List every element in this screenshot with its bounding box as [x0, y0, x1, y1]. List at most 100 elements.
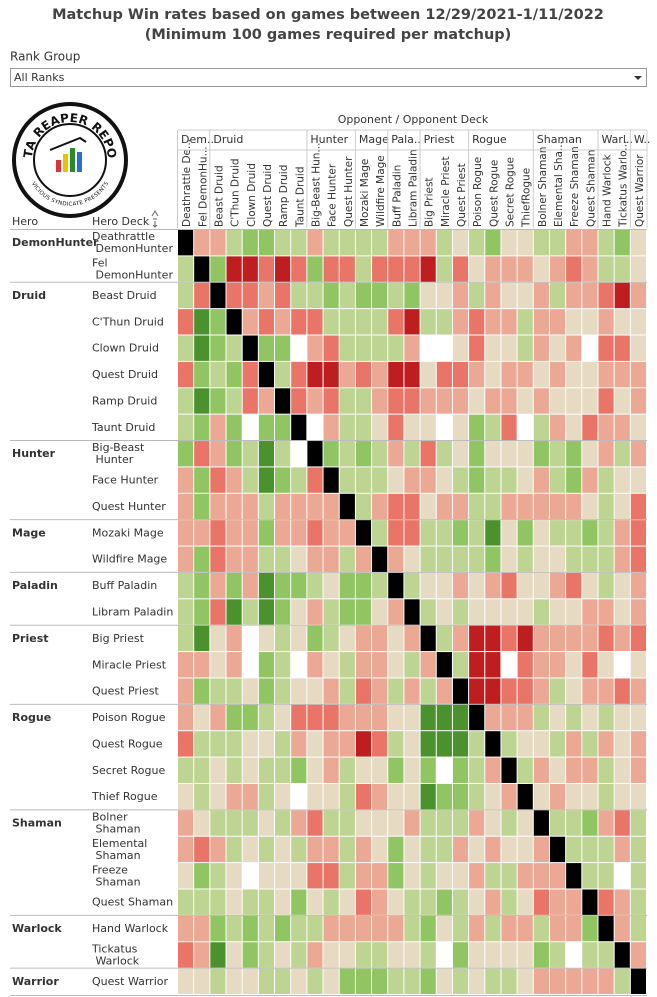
cell — [533, 889, 549, 915]
empty-cell — [242, 863, 258, 889]
cell — [452, 441, 469, 467]
cell — [258, 546, 275, 572]
cell — [307, 757, 323, 783]
cell — [517, 441, 533, 467]
empty-cell — [517, 414, 533, 441]
empty-cell — [307, 414, 323, 441]
deck-label-line: Shaman — [92, 875, 141, 888]
cell — [226, 915, 242, 942]
cell — [517, 757, 533, 783]
cell — [194, 546, 210, 572]
cell — [517, 493, 533, 520]
cell — [355, 388, 372, 414]
cell — [210, 335, 226, 361]
cell — [258, 915, 275, 942]
cell — [452, 757, 469, 783]
cell — [388, 783, 404, 810]
cell — [436, 230, 452, 256]
cell — [258, 968, 275, 994]
cell — [582, 572, 598, 599]
cell — [258, 282, 275, 309]
cell — [291, 546, 307, 572]
cell — [210, 230, 226, 256]
cell — [501, 520, 517, 546]
cell — [517, 230, 533, 256]
cell — [598, 942, 614, 968]
cell — [242, 256, 258, 282]
cell — [630, 625, 646, 652]
dropdown-value[interactable]: All Ranks — [14, 71, 65, 84]
cell — [501, 493, 517, 520]
cell — [582, 309, 598, 335]
cell — [582, 968, 598, 994]
mirror-cell — [258, 361, 275, 388]
cell — [178, 361, 194, 388]
cell — [242, 493, 258, 520]
cell — [372, 968, 388, 994]
cell — [210, 388, 226, 414]
empty-cell — [291, 652, 307, 678]
cell — [242, 309, 258, 335]
cell — [469, 625, 485, 652]
cell — [404, 282, 420, 309]
cell — [469, 309, 485, 335]
column-group-label: Hunter — [310, 133, 348, 146]
cell — [598, 335, 614, 361]
cell — [275, 889, 291, 915]
cell — [566, 599, 582, 625]
cell — [436, 493, 452, 520]
empty-cell — [242, 652, 258, 678]
cell — [452, 889, 469, 915]
cell — [291, 467, 307, 493]
cell — [307, 572, 323, 599]
column-deck-label: Quest Shaman — [585, 150, 597, 227]
cell — [566, 572, 582, 599]
cell — [291, 836, 307, 863]
cell — [517, 388, 533, 414]
deck-label: Thief Rogue — [91, 790, 158, 803]
cell — [372, 652, 388, 678]
cell — [178, 863, 194, 889]
cell — [388, 942, 404, 968]
cell — [420, 361, 436, 388]
cell — [533, 625, 549, 652]
deck-label: Deathrattle DemonHunter — [92, 230, 173, 255]
mirror-cell — [355, 520, 372, 546]
cell — [630, 282, 646, 309]
cell — [210, 599, 226, 625]
cell — [630, 467, 646, 493]
cell — [614, 493, 630, 520]
cell — [469, 731, 485, 757]
cell — [533, 783, 549, 810]
sort-icon[interactable] — [151, 210, 159, 228]
cell — [275, 309, 291, 335]
cell — [372, 388, 388, 414]
cell — [582, 915, 598, 942]
cell — [614, 599, 630, 625]
cell — [533, 467, 549, 493]
rank-dropdown[interactable]: All Ranks — [10, 68, 647, 87]
cell — [436, 572, 452, 599]
cell — [598, 572, 614, 599]
cell — [501, 361, 517, 388]
deck-label: Buff Paladin — [92, 579, 157, 592]
cell — [469, 942, 485, 968]
cell — [452, 968, 469, 994]
cell — [614, 836, 630, 863]
cell — [307, 282, 323, 309]
cell — [566, 836, 582, 863]
cell — [501, 915, 517, 942]
cell — [339, 361, 355, 388]
cell — [501, 731, 517, 757]
cell — [194, 968, 210, 994]
column-group-label: Dem.. — [181, 133, 214, 146]
deck-label: Hand Warlock — [92, 922, 169, 935]
cell — [404, 863, 420, 889]
cell — [598, 520, 614, 546]
cell — [549, 757, 566, 783]
cell — [614, 889, 630, 915]
dropdown-arrow[interactable] — [634, 76, 642, 80]
cell — [452, 572, 469, 599]
dropdown-box[interactable] — [10, 68, 647, 87]
cell — [598, 361, 614, 388]
